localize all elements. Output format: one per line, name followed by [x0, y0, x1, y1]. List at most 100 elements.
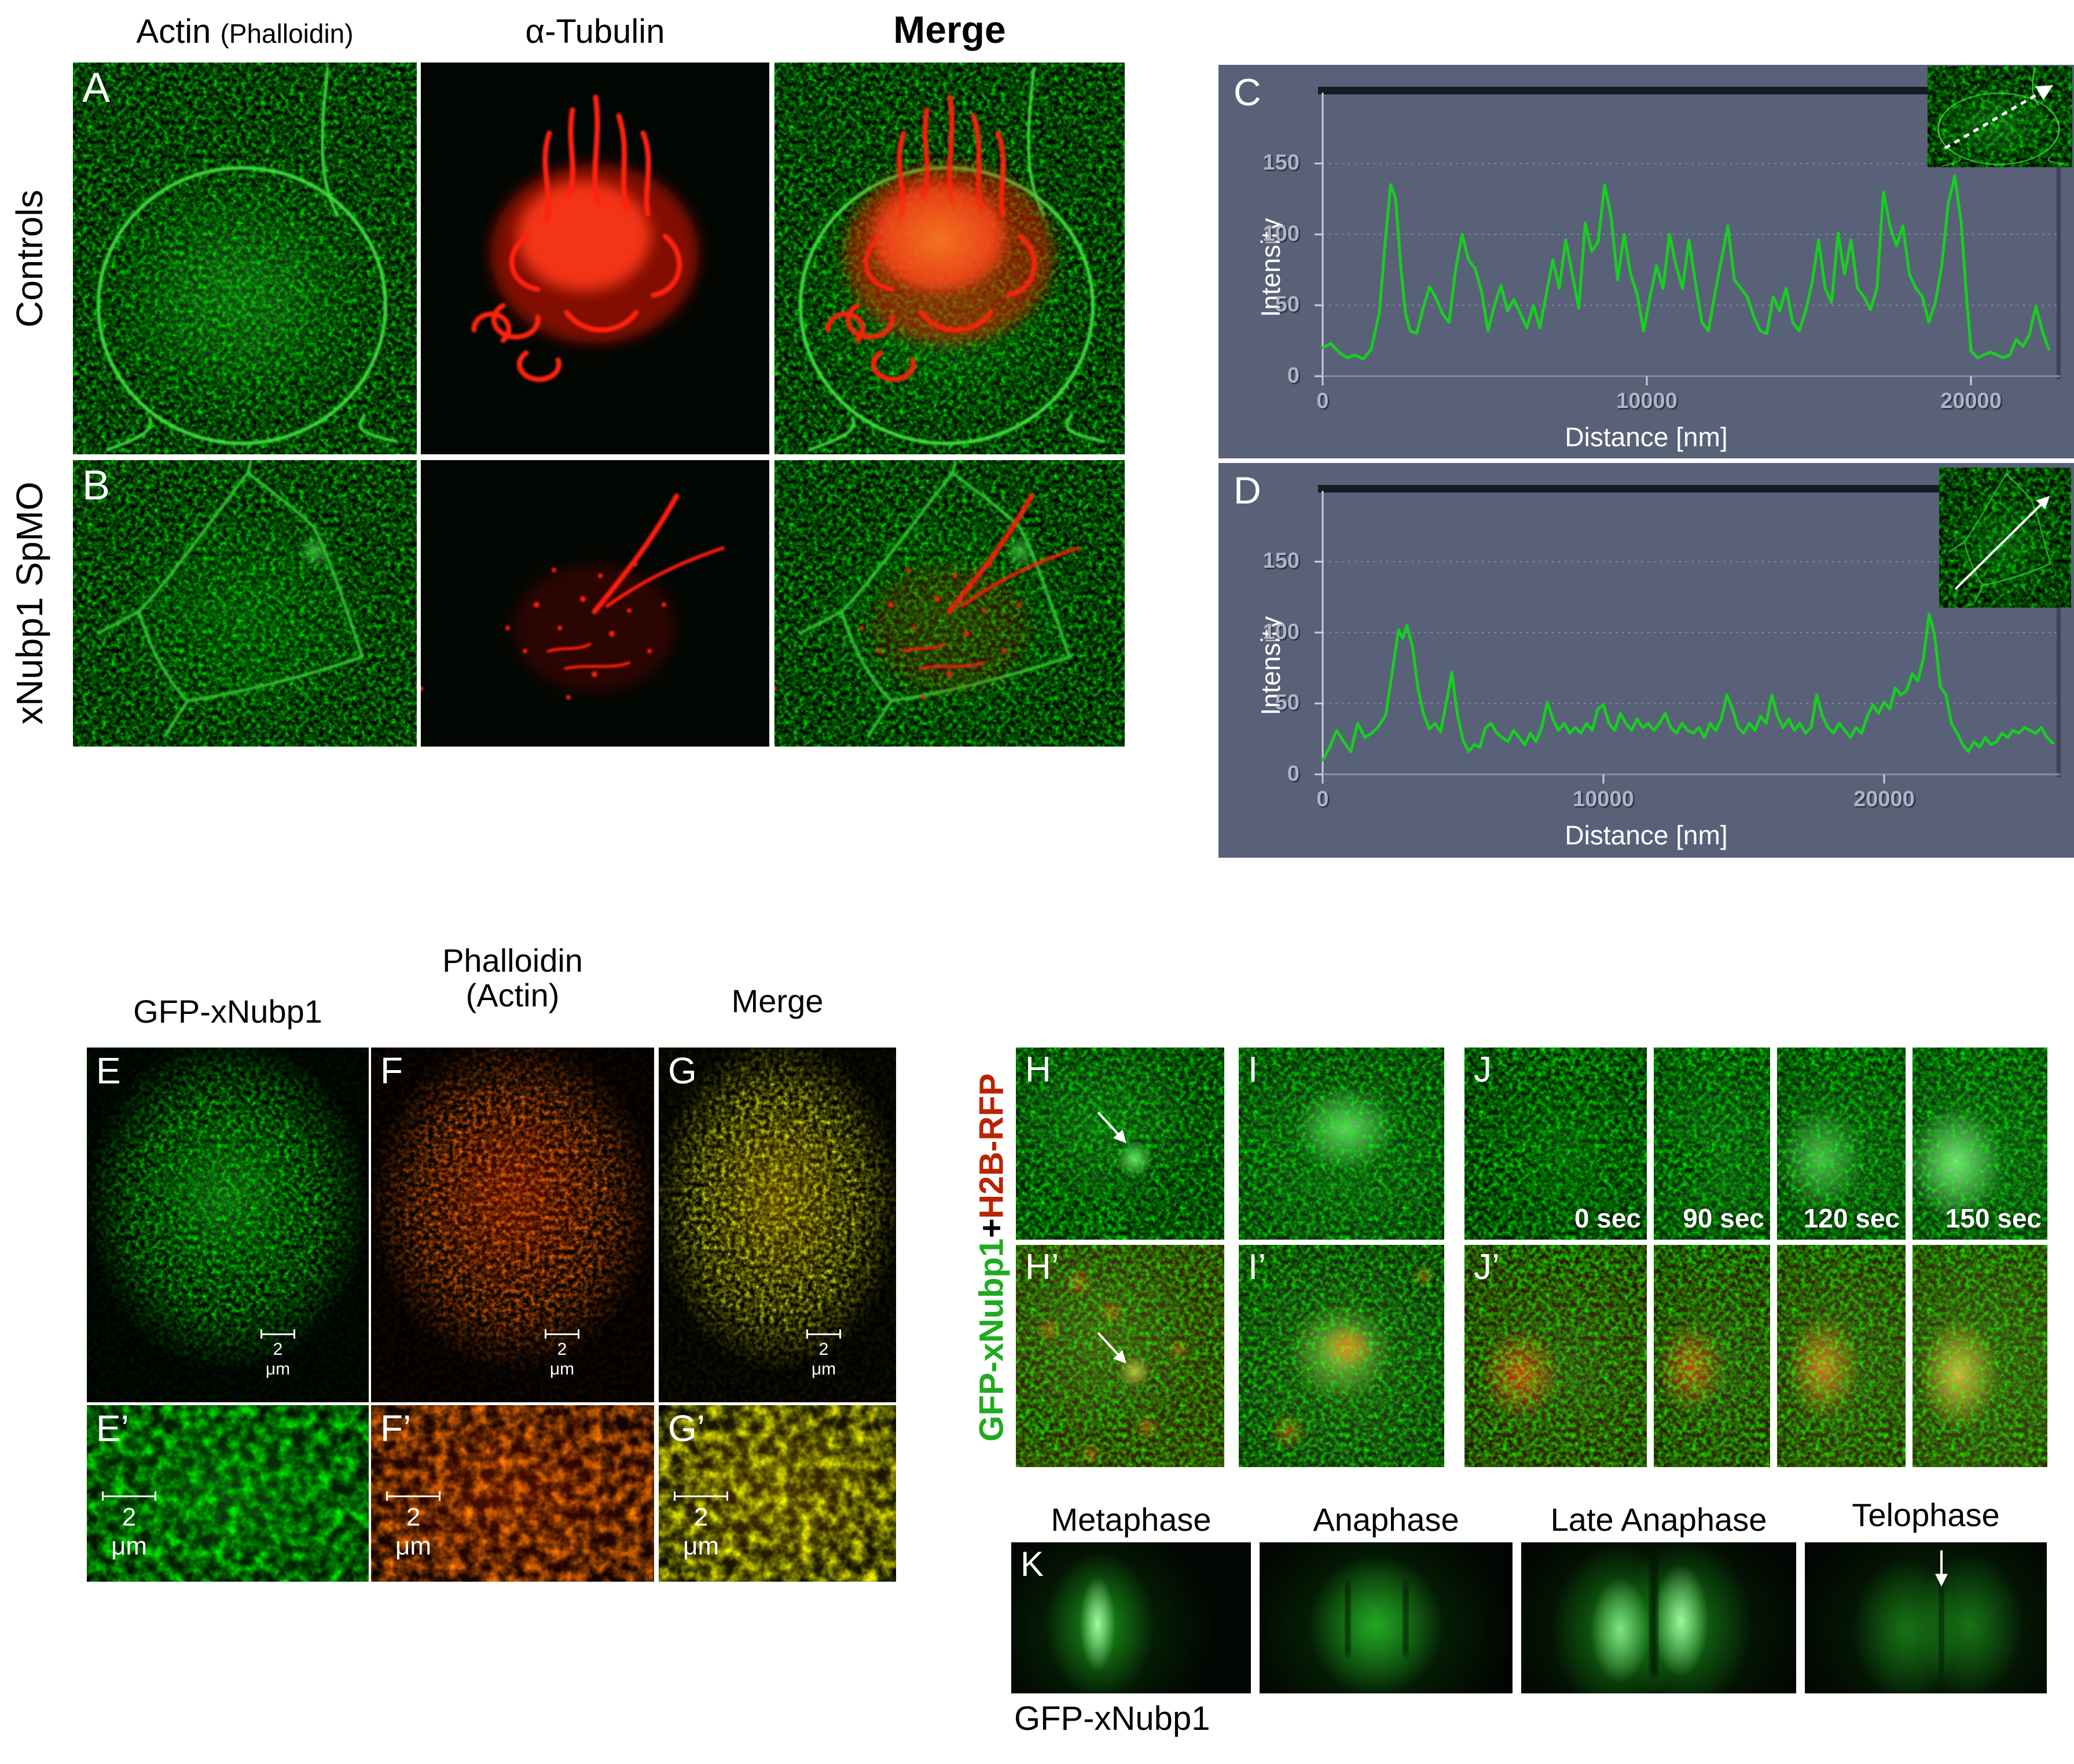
panel-letter: H — [1025, 1050, 1051, 1090]
scale-bar-label: 2 μm — [549, 1340, 575, 1379]
cells-texture — [1239, 1048, 1444, 1240]
tubulin-art — [421, 63, 769, 454]
vignette — [659, 1048, 896, 1402]
y-axis-label: Intensity — [1256, 616, 1286, 715]
ytick: 50 — [1275, 690, 1300, 715]
cells-texture — [1654, 1245, 1770, 1467]
panel-G-image: G 2 μm — [659, 1048, 896, 1402]
plot-area — [1315, 485, 2061, 784]
xtick: 20000 — [1940, 389, 2002, 413]
line-scan-arrow — [1944, 85, 2053, 150]
plot-right-frame — [2057, 485, 2061, 777]
scale-bar-line — [102, 1491, 156, 1501]
panel-I-prime-image: I’ — [1239, 1245, 1444, 1467]
row-label-gfp-h2b: GFP-xNubp1 + H2B-RFP — [968, 1048, 1015, 1467]
tubulin-art — [774, 460, 1125, 747]
scale-bar-label: 2 μm — [811, 1340, 836, 1379]
scale-bar: 2 μm — [545, 1329, 579, 1379]
scale-bar: 2 μm — [102, 1491, 156, 1561]
scale-bar-label: 2 μm — [111, 1503, 147, 1560]
column-header-merge: Merge — [893, 8, 1006, 51]
panel-J-prime-frame-4 — [1913, 1245, 2047, 1467]
xtick: 10000 — [1616, 389, 1677, 413]
plot-right-frame — [2057, 87, 2061, 379]
panel-J-prime-frame-3 — [1777, 1245, 1906, 1467]
gridlines — [1323, 163, 2058, 306]
intensity-trace-C — [1321, 175, 2050, 361]
cells-texture — [1239, 1245, 1444, 1467]
intensity-plot-C: C Intensity 150 100 50 0 0 10000 20000 D… — [1218, 65, 2074, 458]
panel-letter: B — [82, 462, 111, 509]
cell-outline-art — [73, 63, 417, 454]
ytick: 0 — [1287, 363, 1300, 388]
panel-B-tubulin-image — [421, 460, 769, 747]
pointer-arrow — [1097, 1332, 1126, 1364]
xtick: 0 — [1316, 787, 1329, 811]
cells-texture — [1464, 1048, 1647, 1240]
header-actin-sub: (Phalloidin) — [220, 19, 354, 49]
column-header-actin: Actin (Phalloidin) — [73, 13, 417, 50]
ticks — [1315, 561, 1885, 784]
cells-texture — [1464, 1245, 1647, 1467]
panel-B-actin-image: B — [73, 460, 417, 747]
header-actin-main: Actin — [136, 13, 211, 50]
panel-K-anaphase-image — [1260, 1542, 1513, 1693]
panel-J-frame-120sec: 120 sec — [1777, 1048, 1906, 1240]
phase-header-anaphase: Anaphase — [1313, 1501, 1459, 1538]
spindle-glow — [1260, 1542, 1513, 1693]
panel-letter: J — [1474, 1050, 1492, 1090]
scale-bar: 2 μm — [386, 1491, 441, 1561]
panel-B-merge-image — [774, 460, 1125, 747]
panel-G-prime-image: G’ 2 μm — [659, 1405, 896, 1582]
midbody-arrow — [1935, 1550, 1948, 1675]
ticks — [1315, 163, 1972, 385]
scale-bar-line — [386, 1491, 441, 1501]
label-gfp-xnubp1: GFP-xNubp1 — [972, 1238, 1011, 1442]
panel-letter: F — [380, 1050, 403, 1092]
panel-F-image: F 2 μm — [371, 1048, 654, 1402]
scale-bar-line — [674, 1491, 728, 1501]
cells-texture — [1913, 1245, 2047, 1467]
intensity-plot-D: D Intensity 150 100 50 0 0 10000 20000 D… — [1218, 463, 2074, 858]
scale-bar-label: 2 μm — [265, 1340, 291, 1379]
tubulin-art — [421, 460, 769, 747]
x-axis-label: Distance [nm] — [1565, 422, 1728, 452]
cells-texture — [1654, 1048, 1770, 1240]
column-header-tubulin: α-Tubulin — [525, 13, 665, 50]
column-header-merge-2: Merge — [731, 983, 824, 1019]
panel-letter: I’ — [1248, 1247, 1266, 1287]
time-label: 150 sec — [1945, 1203, 2042, 1233]
spindle-midzone-gap — [1650, 1560, 1658, 1675]
label-plus: + — [972, 1218, 1011, 1239]
panel-letter: E’ — [96, 1407, 129, 1449]
scale-bar-label: 2 μm — [682, 1503, 719, 1560]
scale-bar: 2 μm — [806, 1329, 841, 1379]
plot-top-frame — [1318, 485, 2060, 493]
panel-letter: G — [668, 1050, 697, 1092]
spindle-glow — [1805, 1542, 2047, 1693]
ytick: 150 — [1262, 549, 1300, 573]
panel-A-merge-image — [774, 63, 1125, 454]
time-label: 0 sec — [1574, 1203, 1641, 1233]
phase-header-telophase: Telophase — [1852, 1497, 2000, 1533]
panel-letter: D — [1234, 469, 1261, 512]
panel-letter: J’ — [1474, 1247, 1500, 1287]
panel-letter: E — [96, 1050, 121, 1092]
ytick: 0 — [1287, 762, 1300, 786]
column-header-gfp-xnubp1: GFP-xNubp1 — [133, 993, 322, 1030]
ytick: 150 — [1262, 150, 1300, 175]
scale-bar-label: 2 μm — [395, 1503, 431, 1560]
vignette — [371, 1048, 654, 1402]
panel-I-image: I — [1239, 1048, 1444, 1240]
merge-overlap-glow — [774, 63, 1125, 454]
cells-texture — [1913, 1048, 2047, 1240]
time-label: 120 sec — [1803, 1203, 1900, 1233]
panel-letter: G’ — [668, 1407, 705, 1449]
scale-bar-line — [806, 1329, 841, 1339]
phase-header-late-anaphase: Late Anaphase — [1550, 1501, 1767, 1538]
panel-letter: I — [1248, 1050, 1258, 1090]
panel-J-frame-90sec: 90 sec — [1654, 1048, 1770, 1240]
panel-J-frame-0sec: J 0 sec — [1464, 1048, 1647, 1240]
panel-letter: K — [1021, 1545, 1044, 1583]
panel-K-telophase-image — [1805, 1542, 2047, 1693]
